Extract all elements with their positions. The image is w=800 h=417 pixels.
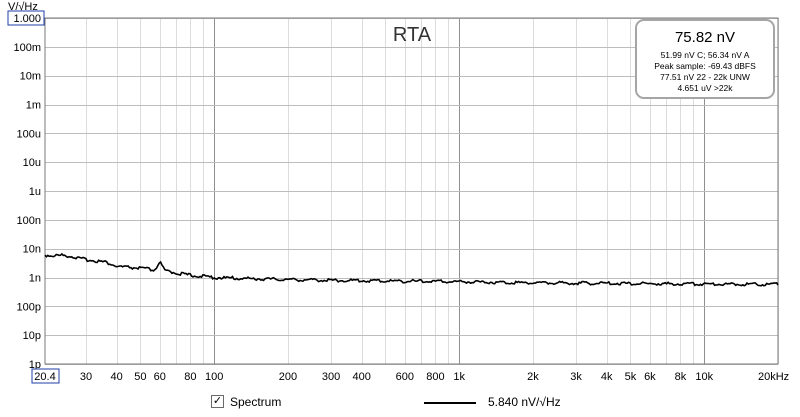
y-tick-label: 10p xyxy=(23,330,41,342)
y-tick-label: 1n xyxy=(29,273,41,285)
readout-line-2: Peak sample: -69.43 dBFS xyxy=(654,61,756,71)
legend-bar: ✓ Spectrum 5.840 nV/√Hz xyxy=(0,390,800,417)
x-tick-label: 1k xyxy=(453,371,465,383)
x-tick-label: 10k xyxy=(695,371,713,383)
x-tick-label: 4k xyxy=(601,371,613,383)
y-axis-ticks: 1.000 100m 10m 1m 100u 10u 1u 100n 10n 1n 100p 10p 1… xyxy=(7,10,45,371)
readout-box xyxy=(635,19,775,99)
x-axis-ticks: 20.4 30 40 50 60 80 100 200 300 400 600 800 1k 2k 3k 4k… xyxy=(31,368,789,384)
y-tick-label: 10u xyxy=(23,157,41,169)
x-tick-label: 5k xyxy=(625,371,637,383)
trace-swatch xyxy=(424,402,476,404)
x-tick-label: 50 xyxy=(134,371,146,383)
x-tick-label: 80 xyxy=(184,371,196,383)
x-tick-label: 30 xyxy=(80,371,92,383)
x-tick-label: 200 xyxy=(279,371,297,383)
y-tick-label: 100u xyxy=(17,128,41,140)
chart-title: RTA xyxy=(393,24,432,46)
series-layer xyxy=(44,252,779,287)
x-tick-label: 8k xyxy=(675,371,687,383)
readout-line-4: 4.651 uV >22k xyxy=(677,83,733,93)
rta-chart[interactable]: V/√Hz RTA 1.000 100m 10m 1m 100u 10u 1u 100n 10n… xyxy=(0,0,800,390)
x-tick-label: 40 xyxy=(111,371,123,383)
y-max-input-box[interactable] xyxy=(7,10,45,26)
x-tick-label: 60 xyxy=(154,371,166,383)
x-tick-label: 6k xyxy=(644,371,656,383)
spectrum-trace xyxy=(44,252,779,287)
y-tick-label: 1p xyxy=(29,359,41,371)
y-tick-label: 100m xyxy=(13,42,41,54)
x-tick-label: 3k xyxy=(570,371,582,383)
x-tick-label: 2k xyxy=(527,371,539,383)
readout-line-1: 51.99 nV C; 56.34 nV A xyxy=(661,50,750,60)
readout-panel[interactable]: 75.82 nV 51.99 nV C; 56.34 nV A Peak sam… xyxy=(635,19,775,99)
spectrum-label: Spectrum xyxy=(230,395,282,409)
y-tick-label: 10m xyxy=(20,71,41,83)
x-tick-label: 800 xyxy=(426,371,444,383)
x-min-value[interactable]: 20.4 xyxy=(34,371,55,383)
trace-value: 5.840 nV/√Hz xyxy=(488,395,561,409)
y-tick-label: 1u xyxy=(29,186,41,198)
readout-line-3: 77.51 nV 22 - 22k UNW xyxy=(660,72,750,82)
spectrum-checkbox[interactable]: ✓ xyxy=(211,395,224,408)
y-tick-label: 100p xyxy=(17,301,41,313)
y-tick-label: 100n xyxy=(17,215,41,227)
plot-frame xyxy=(44,17,779,365)
x-tick-label: 300 xyxy=(322,371,340,383)
x-tick-label: 400 xyxy=(353,371,371,383)
x-tick-label: 600 xyxy=(396,371,414,383)
y-max-value[interactable]: 1.000 xyxy=(13,13,41,25)
y-tick-label: 10n xyxy=(23,244,41,256)
x-min-input-box[interactable] xyxy=(31,368,60,384)
x-tick-label: 100 xyxy=(205,371,223,383)
readout-main-value: 75.82 nV xyxy=(675,29,735,46)
y-unit-label: V/√Hz xyxy=(8,1,38,13)
x-tick-label: 20kHz xyxy=(758,371,789,383)
y-tick-label: 1m xyxy=(26,100,41,112)
